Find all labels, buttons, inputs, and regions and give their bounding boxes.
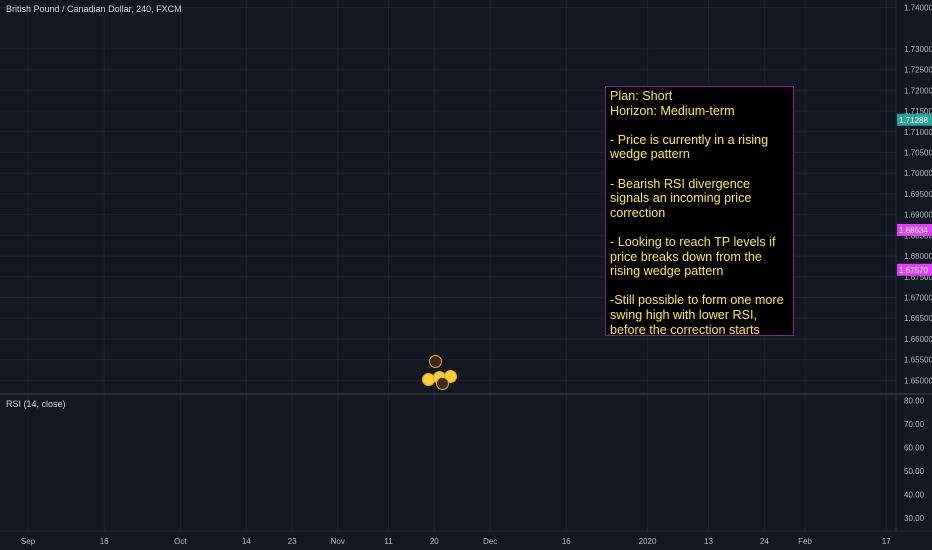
time-tick-label: 24 — [760, 537, 769, 546]
rsi-tick-label: 30.00 — [904, 514, 925, 523]
price-axis-marker — [897, 113, 932, 126]
time-tick-label: 2020 — [639, 537, 657, 546]
price-tick-label: 1.74000 — [904, 3, 932, 12]
note-line: - Bearish RSI divergence signals an inco… — [610, 176, 752, 220]
time-tick-label: 16 — [562, 537, 571, 546]
avatar-icon[interactable] — [436, 377, 449, 390]
price-axis-marker-label: 1.68634 — [899, 226, 928, 235]
time-tick-label: Feb — [798, 537, 812, 546]
price-axis-marker-label: 1.67670 — [899, 266, 928, 275]
rsi-legend[interactable]: RSI (14, close) — [6, 399, 66, 409]
trade-plan-note[interactable]: Plan: Short Horizon: Medium-term - Price… — [605, 86, 794, 337]
price-tick-label: 1.66000 — [904, 335, 932, 344]
time-tick-label: 20 — [430, 537, 439, 546]
time-tick-label: 14 — [242, 537, 251, 546]
price-tick-label: 1.68000 — [904, 252, 932, 261]
time-tick-label: Nov — [331, 537, 345, 546]
price-tick-label: 1.69500 — [904, 190, 932, 199]
note-line: -Still possible to form one more swing h… — [610, 293, 784, 337]
time-tick-label: 17 — [882, 537, 891, 546]
rsi-tick-label: 60.00 — [904, 444, 925, 453]
price-tick-label: 1.69000 — [904, 211, 932, 220]
price-tick-label: 1.65000 — [904, 376, 932, 385]
time-tick-label: Dec — [483, 537, 497, 546]
price-tick-label: 1.72500 — [904, 66, 932, 75]
rsi-tick-label: 40.00 — [904, 491, 925, 500]
time-tick-label: Sep — [21, 537, 36, 546]
symbol-legend[interactable]: British Pound / Canadian Dollar, 240, FX… — [6, 4, 182, 14]
time-tick-label: 23 — [288, 537, 297, 546]
price-axis-marker — [897, 223, 932, 236]
time-tick-label: Oct — [174, 537, 187, 546]
price-axis-marker — [897, 263, 932, 276]
event-avatars[interactable] — [420, 354, 460, 392]
time-tick-label: 16 — [100, 537, 109, 546]
price-tick-label: 1.70500 — [904, 148, 932, 157]
note-line: - Looking to reach TP levels if price br… — [610, 234, 776, 279]
price-tick-label: 1.67500 — [904, 273, 932, 282]
price-tick-label: 1.73000 — [904, 45, 932, 54]
price-tick-label: 1.70000 — [904, 169, 932, 178]
price-tick-label: 1.71500 — [904, 107, 932, 116]
time-tick-label: 13 — [704, 537, 713, 546]
price-tick-label: 1.71000 — [904, 128, 932, 137]
price-tick-label: 1.66500 — [904, 314, 932, 323]
rsi-tick-label: 50.00 — [904, 467, 925, 476]
price-axis-marker-label: 1.71288 — [899, 116, 928, 125]
price-tick-label: 1.65500 — [904, 356, 932, 365]
avatar-icon[interactable] — [429, 355, 442, 368]
price-tick-label: 1.67000 — [904, 294, 932, 303]
note-line: - Price is currently in a rising wedge p… — [610, 132, 769, 162]
price-tick-label: 1.72000 — [904, 86, 932, 95]
note-line: Plan: Short Horizon: Medium-term — [610, 89, 735, 118]
time-tick-label: 11 — [384, 537, 393, 546]
rsi-tick-label: 70.00 — [904, 420, 925, 429]
rsi-tick-label: 80.00 — [904, 397, 925, 406]
